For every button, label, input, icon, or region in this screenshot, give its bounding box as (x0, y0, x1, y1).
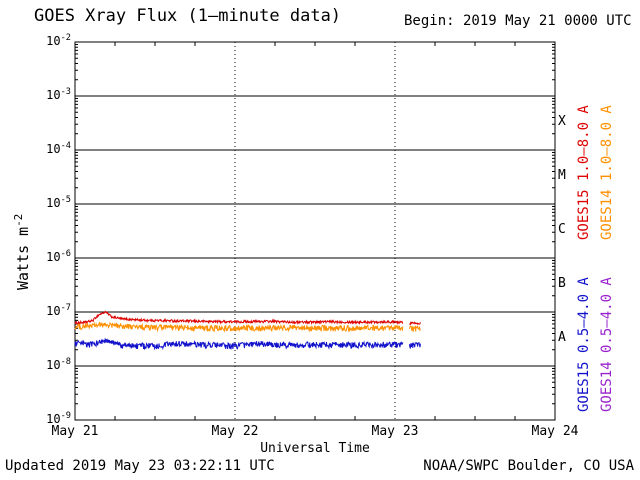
y-axis-title-exponent: -2 (12, 213, 25, 227)
chart-title: GOES Xray Flux (1–minute data) (34, 6, 342, 26)
y-tick-label: 10-3 (46, 87, 71, 102)
flare-class-label: A (558, 330, 566, 345)
x-tick-label: May 22 (211, 424, 259, 439)
legend-goes15-long: GOES15 1.0–8.0 A (576, 105, 592, 240)
x-axis-title: Universal Time (260, 441, 370, 456)
y-tick-label: 10-4 (46, 141, 71, 156)
y-tick-label: 10-9 (46, 411, 71, 426)
y-tick-label: 10-5 (46, 195, 71, 210)
flare-class-label: C (558, 222, 566, 237)
x-tick-label: May 21 (51, 424, 99, 439)
y-tick-label: 10-6 (46, 249, 71, 264)
flare-class-label: M (558, 168, 566, 183)
updated-timestamp: Updated 2019 May 23 03:22:11 UTC (5, 458, 275, 474)
flare-class-label: X (558, 114, 566, 129)
y-tick-label: 10-8 (46, 357, 71, 372)
legend-goes15-short: GOES15 0.5–4.0 A (576, 277, 592, 412)
y-tick-label: 10-7 (46, 303, 71, 318)
flare-class-label: B (558, 276, 566, 291)
x-tick-label: May 24 (531, 424, 579, 439)
y-tick-label: 10-2 (46, 33, 71, 48)
credit-label: NOAA/SWPC Boulder, CO USA (423, 458, 634, 474)
x-tick-label: May 23 (371, 424, 419, 439)
legend-goes14-long: GOES14 1.0–8.0 A (599, 105, 615, 240)
begin-time-label: Begin: 2019 May 21 0000 UTC (404, 13, 632, 29)
legend-goes14-short: GOES14 0.5–4.0 A (599, 277, 615, 412)
